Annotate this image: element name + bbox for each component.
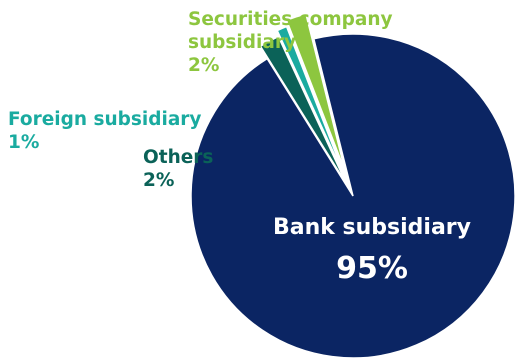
label-securities-pct: 2% bbox=[188, 55, 220, 77]
slice-bank-subsidiary bbox=[190, 33, 516, 359]
label-securities-line2: subsidiary bbox=[188, 32, 297, 54]
slice-foreign-subsidiary bbox=[276, 25, 346, 178]
label-others: Others 2% bbox=[143, 146, 213, 192]
slice-others bbox=[259, 35, 348, 185]
label-foreign-pct: 1% bbox=[8, 132, 40, 154]
label-bank-line1: Bank subsidiary bbox=[272, 215, 472, 240]
label-others-line1: Others bbox=[143, 147, 214, 168]
label-others-pct: 2% bbox=[143, 170, 175, 192]
label-foreign-line1: Foreign subsidiary bbox=[8, 109, 202, 130]
label-bank-pct: 95% bbox=[336, 250, 408, 286]
label-bank-subsidiary: Bank subsidiary 95% bbox=[266, 214, 478, 287]
label-securities-line1: Securities company bbox=[188, 9, 393, 30]
label-securities-company-subsidiary: Securities company subsidiary 2% bbox=[188, 8, 393, 77]
label-foreign-subsidiary: Foreign subsidiary 1% bbox=[8, 108, 202, 154]
slice-securities-company-subsidiary bbox=[285, 13, 346, 172]
